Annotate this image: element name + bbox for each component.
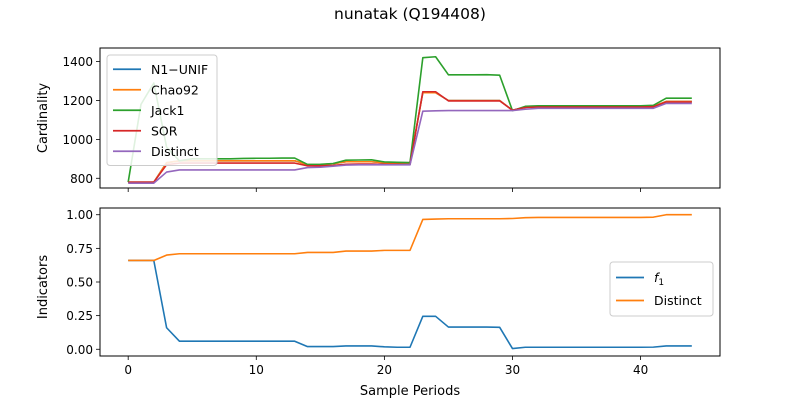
cardinality-y-tick-label: 1000 (62, 133, 93, 147)
indicators-x-tick-label: 10 (249, 363, 264, 377)
indicators-x-tick-label: 20 (377, 363, 392, 377)
indicators-lines (128, 213, 692, 350)
indicators-y-tick-label: 0.25 (66, 309, 93, 323)
cardinality-lines (127, 55, 692, 184)
cardinality-legend-label: Distinct (151, 144, 199, 159)
x-axis-label: Sample Periods (360, 384, 460, 399)
indicators-legend-box (609, 261, 714, 317)
cardinality-legend-label: Jack1 (150, 103, 184, 118)
indicators-legend: f1 Distinct (609, 261, 714, 317)
cardinality-legend-label: N1−UNIF (151, 62, 208, 77)
cardinality-legend-label: SOR (151, 123, 178, 138)
figure-title: nunatak (Q194408) (334, 5, 486, 23)
indicators-x-tick-label: 30 (505, 363, 520, 377)
cardinality-series-line-4 (128, 102, 692, 184)
cardinality-y-tick-label: 800 (70, 172, 93, 186)
indicators-series-line-1 (128, 213, 692, 262)
cardinality-panel: 800 1000 1200 1400 Cardinality N1−UNIF Chao9… (36, 47, 721, 192)
indicators-ticks: 0 10 20 30 40 0.00 0.25 0.50 0.75 1.00 (66, 208, 648, 377)
cardinality-ticks: 800 1000 1200 1400 (62, 55, 641, 192)
cardinality-legend-label: Chao92 (151, 82, 199, 97)
indicators-x-tick-label: 40 (633, 363, 648, 377)
cardinality-legend-box (106, 54, 218, 166)
indicators-y-tick-label: 0.75 (66, 242, 93, 256)
cardinality-y-label: Cardinality (36, 83, 51, 154)
indicators-panel: 0 10 20 30 40 0.00 0.25 0.50 0.75 1.00 Indicators… (36, 207, 721, 377)
indicators-y-tick-label: 0.00 (66, 343, 93, 357)
cardinality-legend: N1−UNIF Chao92 Jack1 SOR Distinct (106, 54, 218, 166)
indicators-y-tick-label: 0.50 (66, 276, 93, 290)
cardinality-axes-frame (99, 47, 721, 189)
cardinality-y-tick-label: 1200 (62, 94, 93, 108)
indicators-series-line-0 (128, 259, 692, 350)
indicators-x-tick-label: 0 (124, 363, 132, 377)
indicators-legend-label: Distinct (654, 293, 702, 308)
cardinality-y-tick-label: 1400 (62, 55, 93, 69)
indicators-y-label: Indicators (36, 255, 51, 319)
indicators-y-tick-label: 1.00 (66, 208, 93, 222)
indicators-legend-label: f1 (654, 270, 664, 288)
